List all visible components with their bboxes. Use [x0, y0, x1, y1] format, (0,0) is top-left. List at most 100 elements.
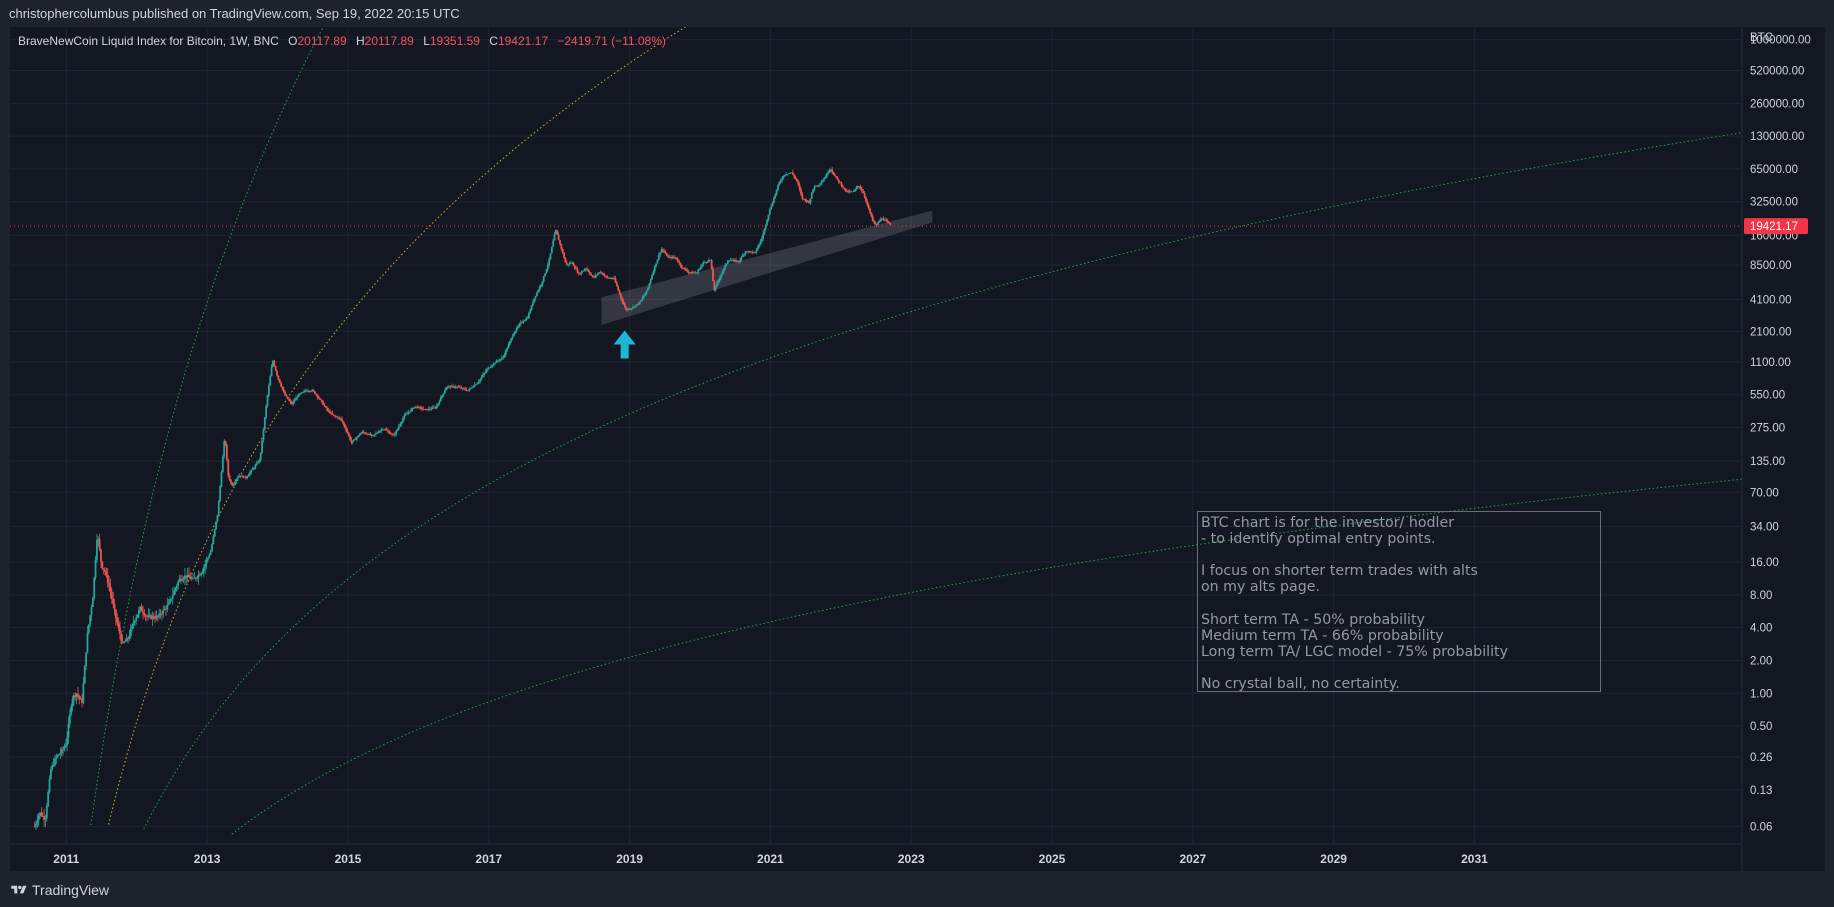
candle-body: [407, 412, 410, 414]
candle-body: [651, 275, 653, 280]
candle-body: [685, 269, 687, 271]
candle-body: [628, 309, 630, 310]
candle-body: [571, 262, 574, 264]
candle-body: [258, 459, 261, 463]
candle-body: [500, 358, 503, 360]
candle-body: [171, 595, 174, 599]
candle-body: [270, 366, 273, 377]
candle-body: [634, 305, 637, 307]
candle-body: [824, 177, 827, 179]
candle-body: [403, 415, 406, 419]
candle-body: [586, 268, 588, 270]
candle-body: [136, 614, 139, 618]
candle-body: [888, 222, 890, 224]
candle-body: [230, 479, 232, 484]
candle-body: [58, 754, 60, 756]
candle-body: [300, 392, 303, 394]
candle-body: [93, 577, 96, 598]
candle-body: [387, 430, 389, 432]
candle-body: [366, 433, 369, 435]
candle-body: [490, 366, 492, 368]
x-axis[interactable]: 2011 2013 2015 2017 2019 2021 2023 2025 2027 2029…: [53, 852, 1488, 866]
candle-body: [748, 251, 751, 252]
candle-body: [473, 384, 476, 387]
candle-body: [289, 400, 292, 403]
candle-body: [821, 180, 824, 183]
candle-body: [457, 386, 460, 388]
candle-body: [869, 208, 871, 213]
candle-body: [714, 285, 717, 291]
plot-background: [10, 27, 1825, 871]
candle-body: [534, 295, 537, 299]
candle-body: [810, 192, 813, 199]
candle-body: [377, 432, 380, 434]
candle-body: [74, 695, 77, 698]
candle-body: [838, 179, 840, 183]
symbol-legend[interactable]: BraveNewCoin Liquid Index for Bitcoin, 1…: [18, 34, 666, 48]
candle-body: [167, 602, 170, 605]
candle-body: [783, 174, 786, 176]
candle-body: [536, 292, 538, 296]
high-label: H: [356, 34, 365, 48]
candle-body: [384, 429, 387, 431]
candle-body: [718, 277, 721, 281]
candle-body: [419, 407, 422, 408]
candle-body: [276, 370, 278, 376]
y-tick-label: 4100.00: [1750, 295, 1792, 307]
close-label: C: [489, 34, 498, 48]
candle-body: [576, 269, 579, 273]
candle-body: [471, 387, 473, 389]
candle-body: [166, 604, 169, 610]
candle-body: [656, 259, 659, 264]
candle-body: [655, 263, 658, 267]
candle-body: [131, 625, 134, 629]
candle-body: [889, 223, 892, 226]
candle-body: [372, 434, 375, 436]
candle-body: [240, 475, 243, 477]
candle-body: [749, 251, 752, 253]
candle-body: [511, 336, 514, 339]
candle-body: [832, 172, 835, 175]
candle-body: [578, 272, 580, 274]
candle-body: [465, 389, 468, 391]
candle-body: [242, 475, 245, 478]
candle-body: [184, 575, 186, 579]
candle-body: [858, 186, 861, 188]
price-chart[interactable]: BTC 1000000.00 520000.00 260000.00 130000.0…: [10, 27, 1825, 871]
candle-body: [779, 180, 782, 183]
candle-body: [200, 573, 203, 576]
candle-body: [763, 228, 766, 234]
candle-body: [400, 421, 403, 425]
candle-body: [346, 430, 349, 433]
symbol-name: BraveNewCoin Liquid Index for Bitcoin, 1…: [18, 34, 279, 48]
candle-body: [79, 698, 82, 700]
candle-body: [379, 430, 381, 433]
candle-body: [37, 815, 40, 821]
candle-body: [368, 434, 370, 435]
candle-body: [592, 276, 595, 278]
candle-body: [774, 194, 777, 199]
text-annotation[interactable]: BTC chart is for the investor/ hodler - …: [1197, 511, 1601, 692]
candle-body: [498, 360, 500, 362]
candle-body: [626, 309, 629, 311]
candle-body: [518, 324, 521, 327]
y-axis[interactable]: 1000000.00 520000.00 260000.00 130000.00 650…: [1750, 35, 1811, 834]
candle-body: [266, 395, 269, 406]
tradingview-logo[interactable]: TradingView: [10, 882, 109, 898]
candle-body: [640, 300, 643, 302]
candle-body: [533, 298, 536, 303]
candle-body: [861, 189, 863, 192]
candle-body: [519, 322, 522, 325]
candle-body: [449, 386, 452, 388]
candle-body: [319, 398, 322, 400]
candle-body: [762, 233, 764, 239]
candle-body: [624, 304, 626, 308]
candle-body: [66, 737, 69, 746]
candle-body: [598, 272, 601, 274]
candle-body: [583, 269, 586, 271]
candle-body: [689, 272, 691, 273]
candle-body: [538, 286, 541, 291]
chart-area[interactable]: BTC 1000000.00 520000.00 260000.00 130000.0…: [10, 27, 1825, 871]
candle-body: [277, 375, 280, 380]
candle-body: [328, 410, 331, 414]
